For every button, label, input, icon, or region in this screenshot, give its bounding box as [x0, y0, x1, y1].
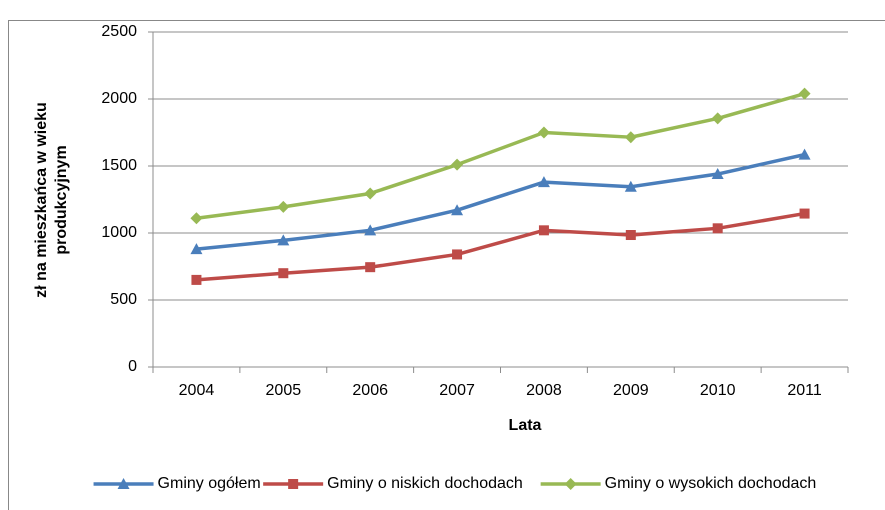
data-point: [625, 230, 636, 241]
data-point: [277, 200, 290, 213]
series-line: [196, 91, 806, 220]
data-point: [190, 212, 203, 225]
data-point: [712, 223, 723, 234]
y-tick-label: 1000: [101, 224, 137, 241]
legend-label: Gminy o niskich dochodach: [327, 475, 523, 492]
data-point: [452, 249, 463, 260]
x-axis-title: Lata: [509, 417, 542, 434]
y-axis-title-line: zł na mieszkańca w wieku: [33, 102, 50, 298]
data-point: [451, 204, 464, 216]
data-point: [711, 168, 724, 180]
legend-marker: [564, 478, 577, 490]
series-line: [196, 152, 805, 251]
data-point: [624, 180, 637, 192]
x-tick-label: 2009: [613, 382, 649, 399]
series-line: [196, 211, 805, 282]
data-point: [537, 126, 550, 139]
data-point: [277, 234, 290, 246]
data-point: [451, 158, 464, 171]
y-tick-label: 2500: [101, 23, 137, 40]
y-axis-title: zł na mieszkańca w wieku produkcyjnym: [33, 102, 70, 298]
y-tick-label: 0: [128, 358, 137, 375]
x-tick-label: 2004: [179, 382, 215, 399]
data-point: [191, 274, 202, 285]
y-tick-label: 1500: [101, 157, 137, 174]
data-point: [537, 176, 550, 188]
data-point: [538, 225, 549, 236]
y-tick-label: 2000: [101, 90, 137, 107]
data-point: [799, 208, 810, 219]
x-tick-label: 2005: [266, 382, 302, 399]
x-tick-label: 2010: [700, 382, 736, 399]
data-point: [364, 224, 377, 236]
x-tick-label: 2011: [787, 382, 822, 399]
y-tick-label: 500: [110, 291, 137, 308]
legend-label: Gminy o wysokich dochodach: [605, 475, 817, 492]
data-point: [798, 148, 811, 160]
legend-marker: [117, 478, 130, 489]
x-tick-label: 2006: [352, 382, 388, 399]
y-axis-title-line: produkcyjnym: [53, 145, 70, 254]
data-point: [364, 187, 377, 200]
data-point: [624, 131, 637, 144]
data-point: [190, 243, 203, 255]
legend-label: Gminy ogółem: [158, 475, 261, 492]
data-point: [711, 112, 724, 125]
x-tick-label: 2007: [439, 382, 475, 399]
data-point: [278, 268, 289, 279]
data-point: [365, 262, 376, 273]
legend-marker: [288, 479, 299, 489]
x-tick-label: 2008: [526, 382, 562, 399]
data-point: [798, 87, 811, 100]
